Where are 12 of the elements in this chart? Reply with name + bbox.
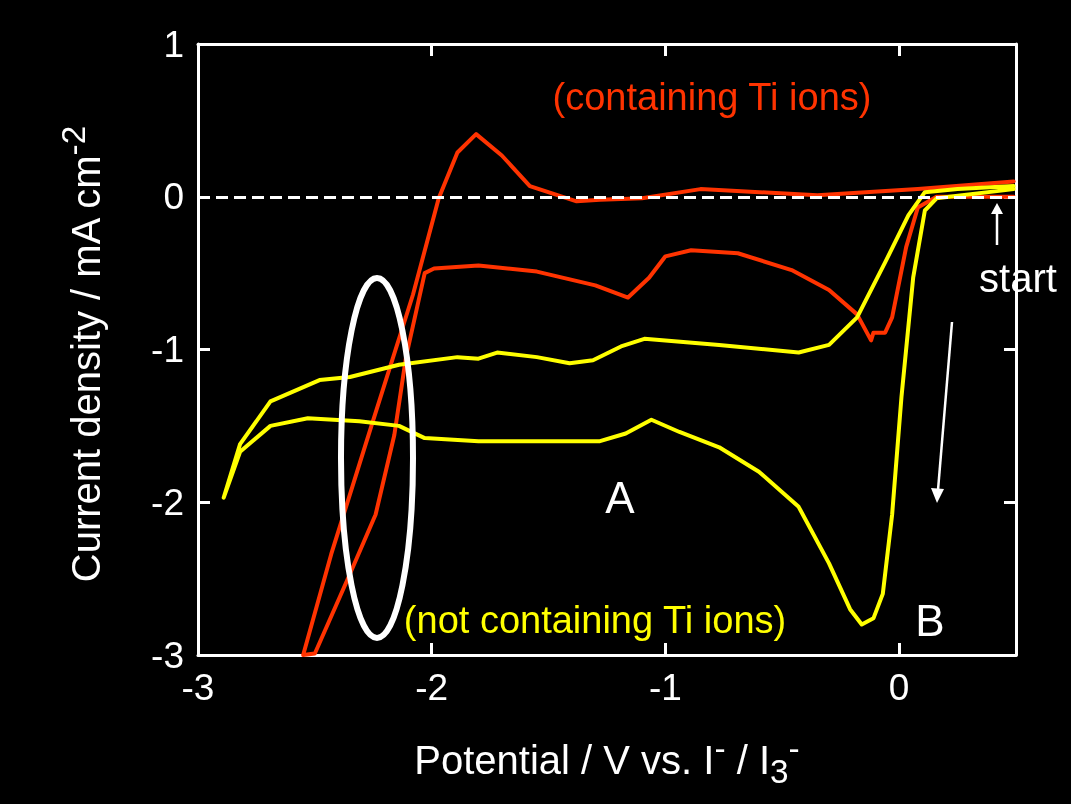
x-tick-label: -2 — [415, 667, 449, 708]
annotation: A — [605, 472, 636, 522]
y-tick-label: -2 — [151, 481, 184, 523]
series-label: (containing Ti ions) — [552, 76, 872, 118]
annotation: B — [915, 595, 945, 645]
x-tick-label: -1 — [648, 667, 682, 708]
y-tick-label: -3 — [151, 634, 184, 676]
x-tick-label: 0 — [888, 667, 910, 708]
series-label: (not containing Ti ions) — [403, 599, 787, 641]
y-tick-label: -1 — [151, 329, 184, 370]
y-tick-label: 1 — [163, 23, 184, 65]
y-tick-label: 0 — [163, 176, 184, 218]
